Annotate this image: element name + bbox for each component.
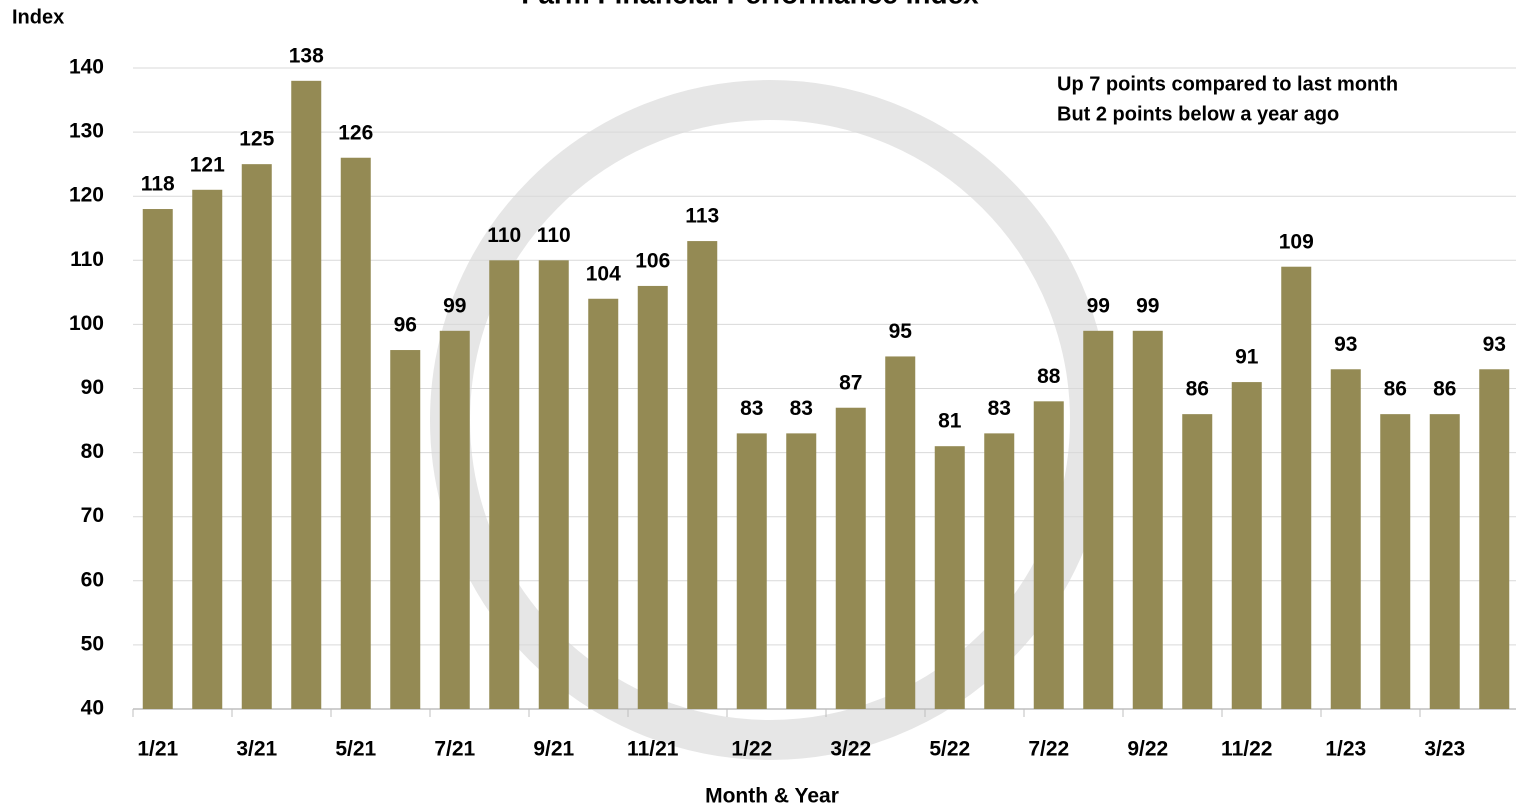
y-tick-label: 60 bbox=[81, 568, 104, 591]
bar bbox=[687, 241, 718, 709]
y-axis-label: Index bbox=[12, 6, 64, 28]
data-label: 126 bbox=[338, 121, 373, 144]
data-label: 138 bbox=[289, 44, 324, 67]
data-label: 81 bbox=[938, 410, 962, 433]
y-tick-label: 140 bbox=[69, 56, 104, 79]
bar bbox=[390, 350, 421, 709]
data-label: 91 bbox=[1235, 346, 1259, 369]
annotation: Up 7 points compared to last month bbox=[1057, 73, 1398, 95]
data-label: 118 bbox=[141, 173, 175, 196]
data-label: 99 bbox=[1136, 294, 1159, 317]
bar bbox=[439, 330, 470, 709]
x-tick-label: 7/21 bbox=[434, 738, 475, 761]
data-label: 113 bbox=[685, 205, 719, 228]
x-tick-label: 9/21 bbox=[533, 738, 574, 761]
bar bbox=[142, 209, 173, 709]
data-label: 96 bbox=[394, 314, 417, 337]
data-label: 93 bbox=[1483, 333, 1506, 356]
x-axis-label: Month & Year bbox=[705, 785, 839, 808]
x-tick-label: 1/21 bbox=[137, 738, 178, 761]
y-tick-label: 50 bbox=[81, 632, 104, 655]
chart-title: Farm Financial Performance Index bbox=[521, 0, 979, 9]
bar bbox=[1083, 330, 1114, 709]
y-tick-label: 90 bbox=[81, 376, 104, 399]
y-tick-label: 70 bbox=[81, 504, 104, 527]
data-label: 86 bbox=[1186, 378, 1209, 401]
bar bbox=[1380, 414, 1411, 709]
data-label: 99 bbox=[1087, 294, 1110, 317]
bar bbox=[291, 80, 322, 709]
data-label: 93 bbox=[1334, 333, 1357, 356]
bar bbox=[934, 446, 965, 709]
x-tick-label: 1/22 bbox=[731, 738, 772, 761]
bar bbox=[1479, 369, 1510, 709]
x-tick-label: 1/23 bbox=[1325, 738, 1366, 761]
x-tick-label: 11/21 bbox=[627, 738, 679, 761]
bar bbox=[1231, 382, 1262, 709]
data-label: 109 bbox=[1279, 230, 1314, 253]
x-tick-label: 9/22 bbox=[1127, 738, 1168, 761]
bar bbox=[1182, 414, 1213, 709]
data-label: 87 bbox=[839, 371, 862, 394]
data-label: 99 bbox=[443, 294, 466, 317]
bar bbox=[340, 157, 371, 710]
bar bbox=[241, 164, 272, 709]
bar bbox=[538, 260, 569, 709]
data-label: 95 bbox=[889, 320, 913, 343]
x-tick-label: 5/21 bbox=[335, 738, 376, 761]
x-tick-label: 3/23 bbox=[1424, 738, 1465, 761]
bar bbox=[885, 356, 916, 709]
y-tick-label: 130 bbox=[69, 120, 104, 143]
bar bbox=[192, 189, 223, 710]
data-label: 83 bbox=[988, 397, 1011, 420]
bar bbox=[736, 433, 767, 709]
bar bbox=[588, 298, 619, 709]
bar bbox=[835, 407, 866, 709]
bar bbox=[786, 433, 817, 709]
y-tick-label: 100 bbox=[69, 312, 104, 335]
y-tick-label: 80 bbox=[81, 440, 104, 463]
x-tick-label: 3/22 bbox=[830, 738, 871, 761]
x-tick-label: 7/22 bbox=[1028, 738, 1069, 761]
data-label: 110 bbox=[537, 224, 571, 247]
data-label: 86 bbox=[1384, 378, 1407, 401]
data-label: 83 bbox=[740, 397, 763, 420]
bar bbox=[1033, 401, 1064, 709]
annotation: But 2 points below a year ago bbox=[1057, 103, 1339, 125]
bar bbox=[1330, 369, 1361, 709]
data-label: 121 bbox=[190, 153, 225, 176]
bar bbox=[1132, 330, 1163, 709]
x-tick-label: 11/22 bbox=[1221, 738, 1272, 761]
data-label: 104 bbox=[586, 262, 621, 285]
bar bbox=[637, 285, 668, 709]
y-tick-label: 110 bbox=[70, 248, 104, 271]
data-label: 125 bbox=[239, 128, 274, 151]
y-tick-label: 120 bbox=[69, 184, 104, 207]
data-label: 110 bbox=[487, 224, 521, 247]
data-label: 106 bbox=[635, 249, 670, 272]
data-label: 88 bbox=[1037, 365, 1061, 388]
bar bbox=[489, 260, 520, 709]
data-label: 86 bbox=[1433, 378, 1456, 401]
data-label: 83 bbox=[790, 397, 813, 420]
bar bbox=[984, 433, 1015, 709]
y-tick-label: 40 bbox=[81, 697, 104, 720]
bar bbox=[1429, 414, 1460, 709]
x-tick-label: 3/21 bbox=[236, 738, 277, 761]
bar bbox=[1281, 266, 1312, 709]
x-tick-label: 5/22 bbox=[929, 738, 970, 761]
